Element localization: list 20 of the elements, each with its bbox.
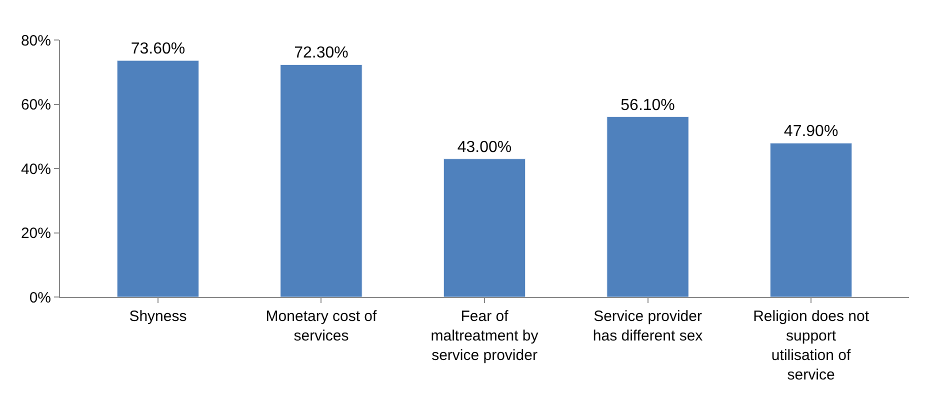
data-label: 73.60%: [130, 40, 186, 58]
bar: [770, 142, 852, 297]
x-tick-label: Religion does not support utilisation of service: [753, 308, 870, 384]
data-label: 47.90%: [784, 123, 838, 140]
data-label: 56.10%: [620, 96, 675, 114]
x-tick-label: Monetary cost of services: [266, 308, 378, 344]
x-tick-label: Shyness: [129, 308, 187, 325]
data-label: 43.00%: [457, 138, 512, 156]
x-tick-label: Fear of maltreatment by service provider: [430, 308, 539, 364]
y-tick-label: 60%: [20, 96, 51, 114]
bar: [443, 158, 526, 297]
x-tick-label: Service provider has different sex: [592, 308, 704, 344]
y-tick-label: 20%: [20, 225, 51, 242]
y-tick-label: 40%: [20, 160, 51, 178]
bar: [280, 64, 362, 297]
bar: [116, 60, 200, 297]
data-label: 72.30%: [294, 44, 348, 62]
y-tick-label: 80%: [20, 32, 51, 50]
bar: [606, 116, 689, 297]
y-tick-label: 0%: [29, 289, 51, 306]
